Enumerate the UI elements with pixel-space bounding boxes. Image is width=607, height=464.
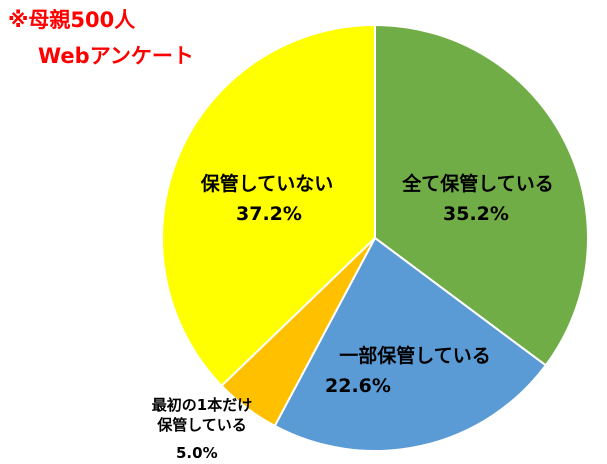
value-label: 22.6% xyxy=(325,375,391,397)
annotation: ※母親500人 xyxy=(8,8,136,32)
pie-slice xyxy=(273,236,548,452)
pie-slice xyxy=(374,23,589,367)
value-label: 37.2% xyxy=(236,203,302,225)
annotation: Webアンケート xyxy=(38,44,194,68)
slice-label: 最初の1本だけ保管している xyxy=(151,396,253,434)
slice-label: 保管していない xyxy=(200,173,334,195)
slice-label: 一部保管している xyxy=(339,345,491,367)
value-label: 35.2% xyxy=(443,203,509,225)
pie-slice xyxy=(161,23,376,388)
slice-label: 全て保管している xyxy=(402,173,554,195)
value-label: 5.0% xyxy=(176,444,218,462)
